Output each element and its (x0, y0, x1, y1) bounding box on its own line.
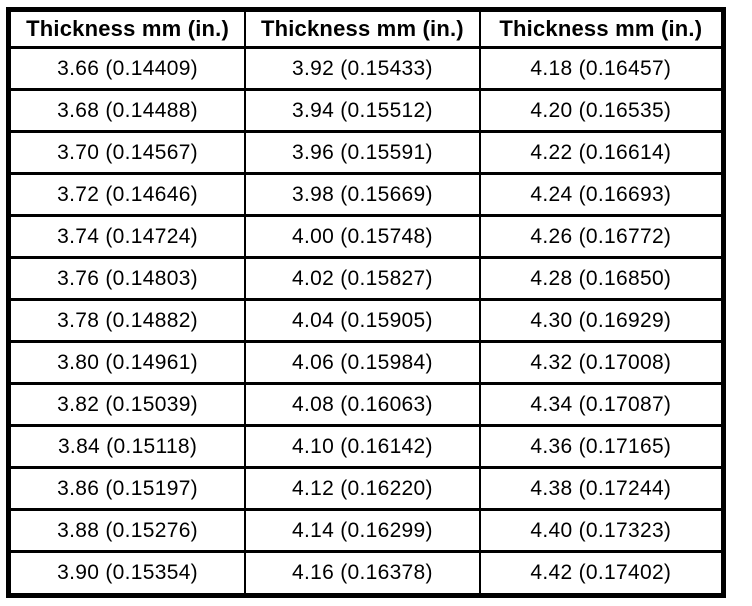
table-cell: 4.30 (0.16929) (478, 298, 725, 344)
table-cell: 3.66 (0.14409) (7, 45, 247, 92)
column-header: Thickness mm (in.) (478, 8, 725, 49)
table-cell: 4.42 (0.17402) (478, 550, 725, 597)
table-header-row: Thickness mm (in.) Thickness mm (in.) Th… (7, 8, 725, 49)
table-cell: 3.96 (0.15591) (244, 130, 481, 176)
table-cell: 4.34 (0.17087) (478, 382, 725, 428)
table-cell: 4.20 (0.16535) (478, 88, 725, 134)
table-row: 3.86 (0.15197) 4.12 (0.16220) 4.38 (0.1724… (7, 466, 725, 512)
column-header: Thickness mm (in.) (244, 8, 481, 49)
table-cell: 3.82 (0.15039) (7, 382, 247, 428)
table-cell: 3.98 (0.15669) (244, 172, 481, 218)
table-row: 3.80 (0.14961) 4.06 (0.15984) 4.32 (0.1700… (7, 340, 725, 386)
table-cell: 4.32 (0.17008) (478, 340, 725, 386)
table-row: 3.70 (0.14567) 3.96 (0.15591) 4.22 (0.1661… (7, 130, 725, 176)
table-cell: 4.28 (0.16850) (478, 256, 725, 302)
table-cell: 3.94 (0.15512) (244, 88, 481, 134)
table-cell: 4.36 (0.17165) (478, 424, 725, 470)
table-cell: 4.18 (0.16457) (478, 45, 725, 92)
table-cell: 4.10 (0.16142) (244, 424, 481, 470)
table-row: 3.72 (0.14646) 3.98 (0.15669) 4.24 (0.1669… (7, 172, 725, 218)
table-cell: 3.80 (0.14961) (7, 340, 247, 386)
table-row: 3.88 (0.15276) 4.14 (0.16299) 4.40 (0.1732… (7, 508, 725, 554)
table-cell: 4.00 (0.15748) (244, 214, 481, 260)
column-header: Thickness mm (in.) (7, 8, 247, 49)
table-row: 3.66 (0.14409) 3.92 (0.15433) 4.18 (0.1645… (7, 45, 725, 92)
table-row: 3.76 (0.14803) 4.02 (0.15827) 4.28 (0.1685… (7, 256, 725, 302)
table-row: 3.82 (0.15039) 4.08 (0.16063) 4.34 (0.1708… (7, 382, 725, 428)
table-cell: 3.86 (0.15197) (7, 466, 247, 512)
table-row: 3.84 (0.15118) 4.10 (0.16142) 4.36 (0.1716… (7, 424, 725, 470)
table-cell: 4.06 (0.15984) (244, 340, 481, 386)
table-cell: 4.16 (0.16378) (244, 550, 481, 597)
table-cell: 4.14 (0.16299) (244, 508, 481, 554)
table-cell: 3.92 (0.15433) (244, 45, 481, 92)
table-cell: 3.74 (0.14724) (7, 214, 247, 260)
table-row: 3.74 (0.14724) 4.00 (0.15748) 4.26 (0.1677… (7, 214, 725, 260)
table-cell: 3.90 (0.15354) (7, 550, 247, 597)
table-cell: 3.68 (0.14488) (7, 88, 247, 134)
table-cell: 3.78 (0.14882) (7, 298, 247, 344)
table-cell: 3.70 (0.14567) (7, 130, 247, 176)
table-row: 3.90 (0.15354) 4.16 (0.16378) 4.42 (0.1740… (7, 550, 725, 597)
table-cell: 3.72 (0.14646) (7, 172, 247, 218)
thickness-table: Thickness mm (in.) Thickness mm (in.) Th… (6, 7, 726, 598)
table-cell: 4.24 (0.16693) (478, 172, 725, 218)
table-cell: 4.22 (0.16614) (478, 130, 725, 176)
table-body: 3.66 (0.14409) 3.92 (0.15433) 4.18 (0.1645… (7, 45, 725, 597)
table-cell: 3.76 (0.14803) (7, 256, 247, 302)
table-cell: 4.02 (0.15827) (244, 256, 481, 302)
table-row: 3.68 (0.14488) 3.94 (0.15512) 4.20 (0.1653… (7, 88, 725, 134)
table-cell: 4.08 (0.16063) (244, 382, 481, 428)
table-cell: 3.84 (0.15118) (7, 424, 247, 470)
table-cell: 3.88 (0.15276) (7, 508, 247, 554)
table-row: 3.78 (0.14882) 4.04 (0.15905) 4.30 (0.1692… (7, 298, 725, 344)
table-cell: 4.26 (0.16772) (478, 214, 725, 260)
table-cell: 4.04 (0.15905) (244, 298, 481, 344)
table-cell: 4.40 (0.17323) (478, 508, 725, 554)
table-cell: 4.12 (0.16220) (244, 466, 481, 512)
table-cell: 4.38 (0.17244) (478, 466, 725, 512)
